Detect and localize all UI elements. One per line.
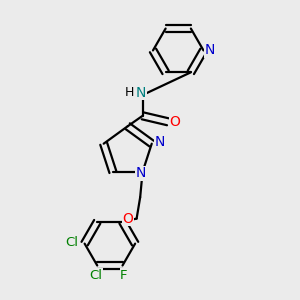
Text: Cl: Cl xyxy=(89,268,102,281)
Text: Cl: Cl xyxy=(66,236,79,249)
Text: O: O xyxy=(169,115,180,129)
Text: N: N xyxy=(155,135,165,149)
Text: N: N xyxy=(205,44,215,57)
Text: N: N xyxy=(136,85,146,100)
Text: H: H xyxy=(124,86,134,99)
Text: N: N xyxy=(136,167,146,180)
Text: F: F xyxy=(120,268,128,281)
Text: O: O xyxy=(122,212,133,226)
